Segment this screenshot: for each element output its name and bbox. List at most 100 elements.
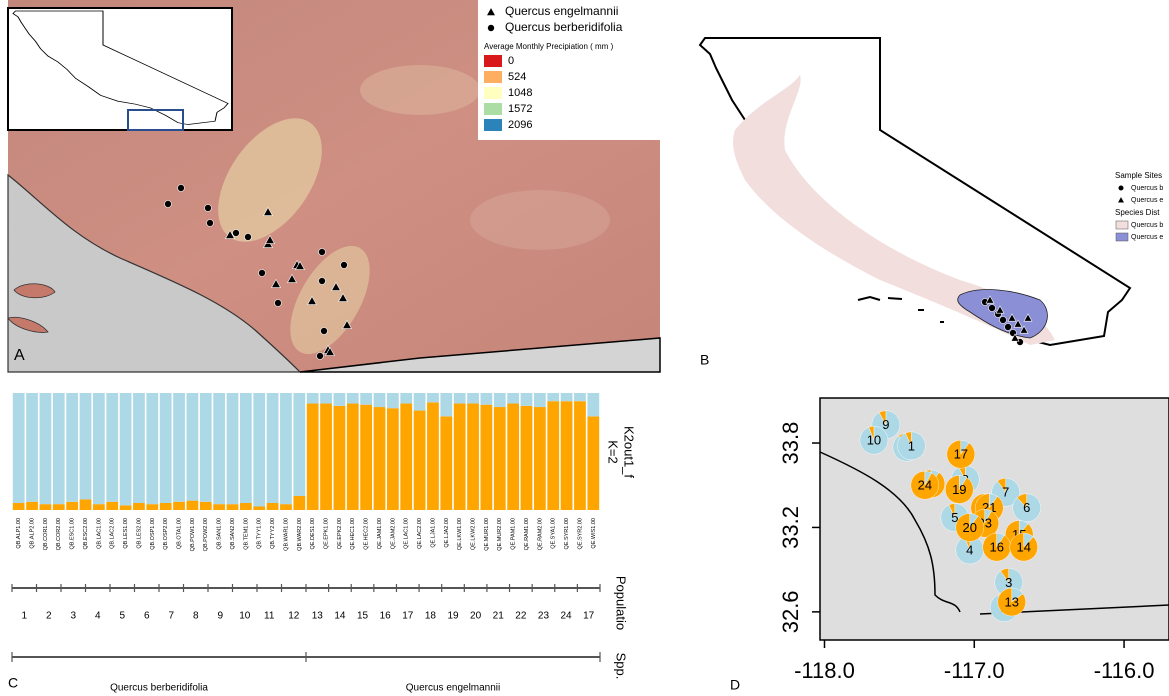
legend-swatch — [1115, 232, 1129, 242]
bar-segment — [533, 393, 546, 408]
site-marker — [316, 352, 324, 360]
category-label: QE.LKW1.00 — [457, 518, 463, 550]
category-label: QB.OSP1.00 — [150, 518, 156, 550]
population-label: 19 — [447, 611, 459, 622]
bar-segment — [493, 407, 506, 510]
bar-segment — [226, 504, 239, 510]
bar-segment — [346, 393, 359, 404]
x-tick-label: -116.0 — [1094, 658, 1155, 683]
bar-segment — [587, 416, 600, 510]
y-tick-label: 32.6 — [778, 590, 803, 633]
population-label: 11 — [264, 611, 275, 622]
bar-segment — [26, 393, 38, 502]
map-b — [699, 37, 1131, 346]
bar-segment — [574, 401, 586, 510]
bar-segment — [320, 393, 332, 404]
category-label: QE.PAM1.00 — [511, 518, 517, 550]
bar-segment — [186, 393, 199, 501]
category-label: QB.OTA1.00 — [176, 518, 182, 549]
pie: 17 — [946, 440, 975, 469]
bar-segment — [226, 393, 239, 505]
bar-segment — [239, 393, 252, 503]
site-marker — [324, 346, 336, 356]
bar-segment — [266, 393, 279, 503]
panel-label: C — [8, 675, 18, 691]
bar-segment — [306, 403, 319, 510]
legend-label: Quercus engelmannii — [505, 4, 618, 18]
x-tick-label: -117.0 — [944, 658, 1005, 683]
bar-segment — [213, 504, 226, 510]
bar-segment — [507, 403, 520, 510]
axis-label: K2out1_f — [622, 426, 637, 478]
category-label: QE.SYR1.00 — [564, 518, 570, 550]
bar-segment — [293, 495, 306, 510]
site-label: 13 — [1004, 594, 1018, 609]
bar-segment — [427, 402, 439, 510]
population-label: 2 — [46, 611, 52, 622]
category-label: QE.DES1.00 — [310, 518, 316, 550]
category-label: QB.SAN2.00 — [230, 518, 236, 550]
category-label: QE.RAM2.00 — [537, 518, 543, 550]
bar-segment — [293, 393, 306, 496]
population-label: 14 — [334, 611, 346, 622]
bar-segment — [520, 393, 533, 406]
bar-segment — [360, 404, 373, 510]
pie: 16 — [982, 532, 1011, 562]
bar-segment — [547, 401, 560, 510]
population-label: 21 — [493, 611, 505, 622]
bar-segment — [119, 505, 132, 510]
category-label: QB.LAC1.00 — [96, 518, 102, 549]
bar-segment — [106, 393, 119, 502]
bar-segment — [333, 393, 346, 406]
pie-wedge — [945, 475, 974, 504]
category-label: QB.SAN1.00 — [217, 518, 223, 550]
population-label: 13 — [312, 611, 324, 622]
legend-label: Quercus b — [1131, 222, 1163, 229]
population-label: 7 — [168, 611, 174, 622]
legend-title: Average Monthly Precipiation ( mm ) — [484, 42, 614, 51]
panel-label: A — [14, 347, 25, 364]
pie-wedge — [910, 471, 940, 500]
bar-segment — [400, 403, 413, 510]
bar-segment — [253, 393, 266, 507]
axis-label: K=2 — [606, 440, 621, 464]
bar-segment — [39, 504, 52, 510]
site-marker — [177, 184, 185, 192]
bar-segment — [79, 499, 92, 510]
bar-segment — [467, 403, 479, 510]
bar-segment — [346, 403, 359, 510]
site-marker — [224, 229, 236, 239]
bar-segment — [560, 401, 573, 510]
pie: 13 — [997, 587, 1026, 617]
site-label: 20 — [963, 520, 977, 535]
site-label: 19 — [952, 482, 966, 497]
bar-segment — [467, 393, 479, 404]
pie-wedge — [1000, 568, 1009, 583]
bar-segment — [133, 393, 145, 503]
bar-segment — [280, 393, 292, 505]
site-marker — [1116, 195, 1126, 204]
site-marker — [1117, 184, 1125, 192]
site-label: 7 — [1002, 485, 1009, 500]
bar-segment — [413, 410, 426, 510]
bar-segment — [333, 405, 346, 510]
population-label: 8 — [193, 611, 199, 622]
species-label: Quercus engelmannii — [406, 683, 501, 694]
pie-wedge — [948, 503, 956, 518]
bar-segment — [306, 393, 319, 404]
category-label: QE.HEC2.00 — [364, 518, 370, 550]
bar-segment — [146, 393, 159, 505]
category-label: QB.LES2.00 — [136, 518, 142, 549]
population-label: 22 — [515, 611, 527, 622]
population-label: 9 — [217, 611, 223, 622]
pie: 10 — [859, 426, 889, 455]
category-label: QB.POW2.00 — [203, 518, 209, 551]
population-label: 20 — [470, 611, 482, 622]
site-marker — [1019, 325, 1029, 334]
bar-segment — [386, 408, 399, 510]
category-label: QB.WAR1.00 — [283, 518, 289, 551]
site-marker — [262, 206, 274, 216]
pie-wedge — [946, 440, 975, 469]
category-label: QB.COR2.00 — [56, 518, 62, 550]
map-a — [7, 0, 661, 373]
